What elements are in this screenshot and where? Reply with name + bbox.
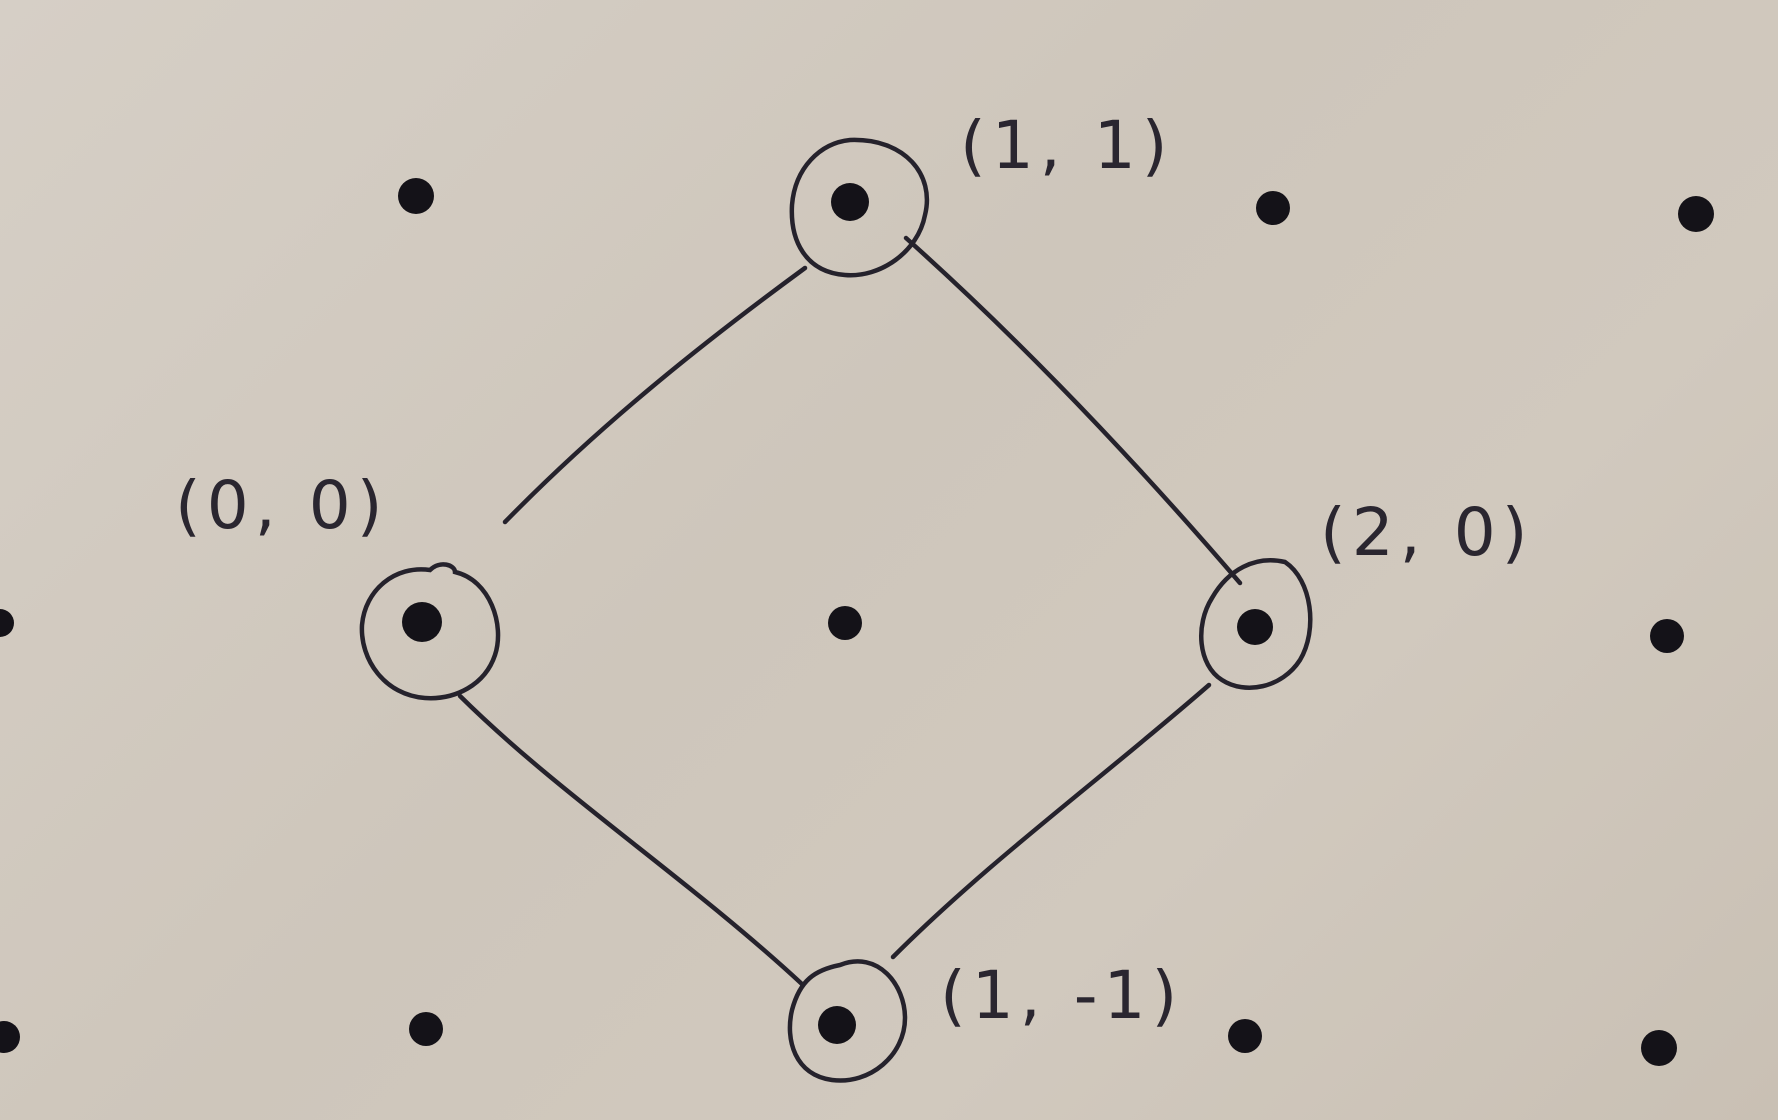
vertex-right-label: (2, 0)	[1320, 494, 1533, 571]
vertex-top	[789, 137, 929, 278]
grid-dot	[1678, 196, 1714, 232]
grid-dot	[1228, 1019, 1262, 1053]
edge-left-top	[502, 265, 808, 525]
grid-dot	[1641, 1030, 1677, 1066]
vertex-dot	[1237, 609, 1273, 645]
grid-dot	[828, 606, 862, 640]
grid-dot	[409, 1012, 443, 1046]
vertex-dot	[402, 602, 442, 642]
grid-dots	[0, 178, 1714, 1066]
grid-dot	[0, 1021, 20, 1053]
grid-dot	[0, 609, 14, 637]
vertex-top-label: (1, 1)	[960, 107, 1173, 184]
edge-bottom-left	[457, 693, 806, 988]
edges	[457, 235, 1243, 988]
grid-dot	[1650, 619, 1684, 653]
edge-right-bottom	[890, 682, 1212, 960]
vertex-ring	[359, 562, 501, 701]
vertex-bottom-label: (1, -1)	[940, 957, 1183, 1034]
vertex-dot	[818, 1006, 856, 1044]
vertex-left-label: (0, 0)	[175, 467, 388, 544]
vertex-bottom	[787, 959, 908, 1083]
vertex-right	[1199, 558, 1313, 690]
edge-top-right	[903, 235, 1243, 586]
grid-dot	[398, 178, 434, 214]
vertex-ring	[1199, 558, 1313, 690]
grid-dot	[1256, 191, 1290, 225]
vertex-ring	[787, 959, 908, 1083]
vertex-left	[359, 562, 501, 701]
vertex-dot	[831, 183, 869, 221]
vertex-ring	[789, 137, 929, 278]
